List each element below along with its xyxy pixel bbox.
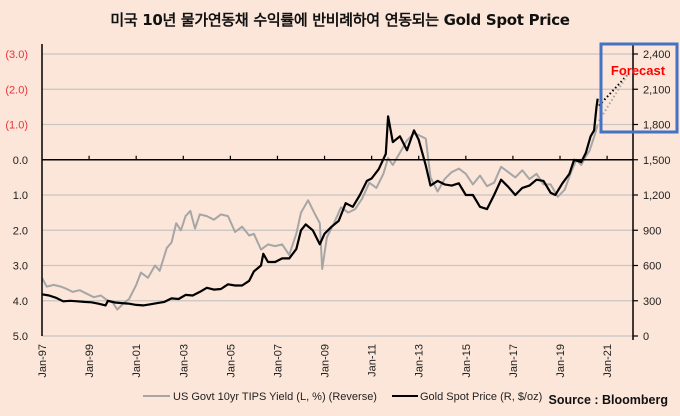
x-tick-label: Jan-03 — [178, 344, 190, 378]
x-tick-label: Jan-15 — [461, 344, 473, 378]
right-tick-label: 600 — [643, 261, 661, 273]
x-tick-label: Jan-01 — [131, 344, 143, 378]
right-tick-label: 0 — [643, 331, 649, 343]
legend-label-gold: Gold Spot Price (R, $/oz) — [420, 391, 542, 403]
tips-forecast-line — [598, 72, 630, 122]
left-tick-label: 4.0 — [13, 296, 28, 308]
gridlines — [42, 53, 633, 337]
right-axis-ticks: 2,400 2,100 1,800 1,500 1,200 900 600 300 0 — [633, 49, 671, 343]
x-tick-label: Jan-19 — [555, 344, 567, 378]
left-axis-ticks: (3.0) (2.0) (1.0) 0.0 1.0 2.0 3.0 4.0 5.0 — [5, 49, 28, 343]
left-tick-label: (2.0) — [5, 84, 28, 96]
x-tick-label: Jan-05 — [225, 344, 237, 378]
forecast-box — [599, 42, 679, 134]
x-tick-label: Jan-11 — [367, 344, 379, 377]
gold-price-line — [41, 98, 599, 307]
x-tick-label: Jan-09 — [320, 344, 332, 378]
forecast-annotation: Forecast — [599, 42, 679, 134]
right-tick-label: 1,500 — [643, 155, 671, 167]
left-tick-label: 2.0 — [13, 225, 28, 237]
legend-label-tips: US Govt 10yr TIPS Yield (L, %) (Reverse) — [173, 391, 377, 403]
x-tick-label: Jan-17 — [508, 344, 520, 378]
x-axis-ticks: Jan-97 Jan-99 Jan-01 Jan-03 Jan-05 Jan-07 Jan-… — [37, 155, 614, 378]
legend: US Govt 10yr TIPS Yield (L, %) (Reverse)… — [143, 391, 542, 403]
x-tick-label: Jan-13 — [414, 344, 426, 378]
left-tick-label: 5.0 — [13, 331, 28, 343]
x-tick-label: Jan-97 — [37, 344, 49, 378]
left-tick-label: (1.0) — [5, 120, 28, 132]
right-tick-label: 1,200 — [643, 190, 671, 202]
left-tick-label: 1.0 — [13, 190, 28, 202]
x-tick-label: Jan-99 — [84, 344, 96, 378]
right-tick-label: 2,100 — [643, 84, 671, 96]
right-tick-label: 2,400 — [643, 49, 671, 61]
forecast-label: Forecast — [611, 63, 666, 78]
right-tick-label: 300 — [643, 296, 661, 308]
x-tick-label: Jan-07 — [272, 344, 284, 378]
chart-title: 미국 10년 물가연동채 수익률에 반비례하여 연동되는 Gold Spot P… — [110, 11, 570, 29]
left-tick-label: 3.0 — [13, 261, 28, 273]
gold-forecast-line — [598, 73, 630, 107]
x-tick-label: Jan-21 — [602, 344, 614, 378]
right-tick-label: 1,800 — [643, 120, 671, 132]
left-tick-label: 0.0 — [13, 155, 28, 167]
axes — [41, 44, 634, 340]
left-tick-label: (3.0) — [5, 49, 28, 61]
source-note: Source : Bloomberg — [548, 393, 668, 407]
right-tick-label: 900 — [643, 225, 661, 237]
tips-yield-line — [41, 124, 599, 311]
series-lines — [41, 72, 630, 311]
